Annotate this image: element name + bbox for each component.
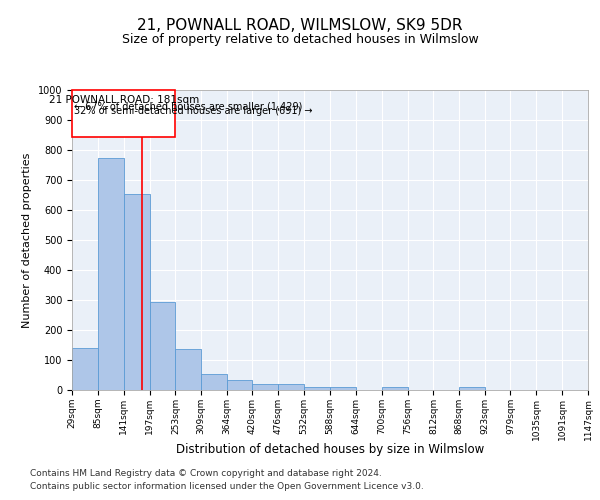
Text: 21, POWNALL ROAD, WILMSLOW, SK9 5DR: 21, POWNALL ROAD, WILMSLOW, SK9 5DR — [137, 18, 463, 32]
Bar — [149, 302, 175, 390]
Bar — [459, 387, 485, 390]
Bar — [124, 194, 149, 390]
Text: Contains HM Land Registry data © Crown copyright and database right 2024.: Contains HM Land Registry data © Crown c… — [30, 468, 382, 477]
Bar — [175, 348, 201, 390]
Bar — [98, 158, 124, 390]
Text: Size of property relative to detached houses in Wilmslow: Size of property relative to detached ho… — [122, 32, 478, 46]
FancyBboxPatch shape — [72, 90, 175, 136]
Bar — [278, 384, 304, 390]
Text: Contains public sector information licensed under the Open Government Licence v3: Contains public sector information licen… — [30, 482, 424, 491]
Text: 21 POWNALL ROAD: 181sqm: 21 POWNALL ROAD: 181sqm — [49, 96, 199, 106]
Bar — [330, 387, 356, 390]
Bar — [227, 380, 253, 390]
Y-axis label: Number of detached properties: Number of detached properties — [22, 152, 32, 328]
Bar — [72, 348, 98, 390]
Text: 32% of semi-detached houses are larger (691) →: 32% of semi-detached houses are larger (… — [74, 106, 313, 117]
Bar — [201, 374, 227, 390]
Text: Distribution of detached houses by size in Wilmslow: Distribution of detached houses by size … — [176, 442, 484, 456]
Bar — [382, 387, 407, 390]
Text: ← 67% of detached houses are smaller (1,429): ← 67% of detached houses are smaller (1,… — [74, 102, 302, 112]
Bar — [253, 384, 278, 390]
Bar — [304, 387, 330, 390]
